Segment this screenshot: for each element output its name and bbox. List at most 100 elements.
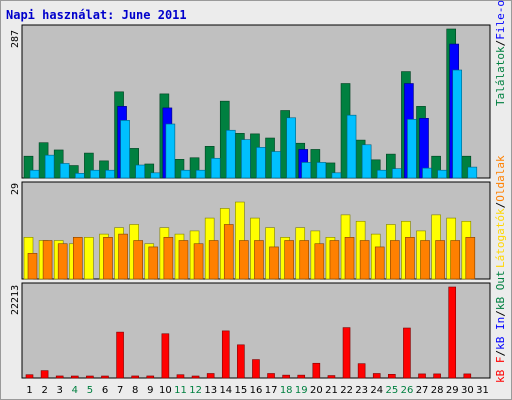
panel2-bar-Oldalak-day-3 (57, 243, 68, 280)
panel3-bar-kB F-day-22 (342, 327, 351, 379)
panel1-bar-Lapok-day-30 (467, 166, 478, 179)
panel1-bar-Lapok-day-6 (105, 169, 115, 179)
panel1-bar-Lapok-day-4 (74, 173, 85, 179)
panel3-bar-kB F-day-23 (357, 363, 366, 379)
panel3-bar-kB F-day-14 (221, 330, 230, 379)
x-tick-label-day-28: 28 (431, 385, 444, 396)
panel3-bar-kB F-day-8 (131, 375, 139, 379)
x-tick-label-day-26: 26 (401, 385, 414, 396)
panel2-bar-Oldalak-day-27 (420, 240, 430, 280)
x-tick-label-day-29: 29 (446, 385, 459, 396)
panel1-bar-Találatok-day-12 (189, 157, 200, 179)
panel2-bar-Oldalak-day-14 (223, 224, 234, 280)
panel1-bar-Lapok-day-19 (301, 162, 312, 179)
panel3-bar-kB F-day-19 (297, 374, 306, 379)
panel3-bar-kB F-day-27 (418, 373, 426, 379)
panel3-bar-kB F-day-4 (70, 375, 79, 379)
panel1-bar-Lapok-day-26 (407, 119, 417, 179)
x-tick-label-day-30: 30 (461, 385, 474, 396)
panel2-bar-Oldalak-day-17 (269, 246, 279, 280)
panel1-bar-Lapok-day-1 (29, 169, 40, 179)
x-tick-label-day-10: 10 (159, 385, 172, 396)
x-tick-label-day-18: 18 (280, 385, 293, 396)
panel3-bar-kB F-day-9 (146, 375, 155, 379)
panel3-bar-kB F-day-13 (206, 373, 215, 379)
panel2-bar-Látogatók-day-5 (84, 237, 94, 280)
panel2-bar-Oldalak-day-30 (465, 237, 476, 280)
panel2-bar-Oldalak-day-25 (390, 240, 400, 280)
panel1-bar-Lapok-day-9 (150, 172, 161, 179)
x-tick-label-day-17: 17 (265, 385, 278, 396)
panel2-bar-Oldalak-day-18 (284, 240, 294, 280)
panel1-bar-Lapok-day-23 (361, 144, 372, 179)
x-tick-label-day-23: 23 (355, 385, 368, 396)
panel3-bar-kB F-day-6 (101, 375, 109, 379)
panel1-bar-Lapok-day-16 (256, 147, 266, 179)
panel1-bar-Lapok-day-14 (225, 129, 236, 179)
panel1-bar-Lapok-day-28 (437, 169, 447, 179)
panel2-bar-Oldalak-day-29 (450, 240, 461, 280)
panel1-bar-Lapok-day-29 (452, 69, 463, 179)
x-tick-label-day-25: 25 (386, 385, 399, 396)
x-tick-label-day-14: 14 (219, 385, 232, 396)
panel1-bar-Lapok-day-10 (165, 123, 176, 179)
x-tick-label-day-15: 15 (235, 385, 248, 396)
panel1-bar-Lapok-day-25 (392, 168, 402, 179)
panel3-bar-kB F-day-17 (267, 373, 275, 379)
panel3-bar-kB F-day-18 (282, 374, 290, 379)
panel2-bar-Oldalak-day-21 (329, 240, 340, 280)
x-tick-label-day-11: 11 (174, 385, 187, 396)
panel3-bar-kB F-day-1 (25, 374, 34, 379)
panel1-bar-Lapok-day-5 (90, 169, 100, 179)
panel3-bar-kB F-day-2 (40, 370, 49, 379)
panel3-bar-kB F-day-29 (448, 286, 457, 379)
x-tick-label-day-12: 12 (189, 385, 202, 396)
x-tick-label-day-16: 16 (250, 385, 263, 396)
x-tick-label-day-9: 9 (147, 385, 153, 396)
x-tick-label-day-8: 8 (132, 385, 138, 396)
panel1-bar-Lapok-day-11 (180, 169, 191, 179)
panel3-bar-kB F-day-5 (86, 375, 94, 379)
panel2-bar-Oldalak-day-6 (103, 237, 113, 280)
panel1-bar-Találatok-day-25 (386, 153, 396, 179)
panel2-bar-Oldalak-day-8 (133, 240, 143, 280)
x-tick-label-day-31: 31 (476, 385, 489, 396)
panel1-bar-Lapok-day-21 (331, 172, 342, 179)
x-tick-label-day-19: 19 (295, 385, 308, 396)
panel1-bar-Lapok-day-24 (376, 169, 387, 179)
x-tick-label-day-27: 27 (416, 385, 429, 396)
panel3-bar-kB F-day-20 (312, 362, 321, 379)
panel2-bar-Oldalak-day-12 (193, 243, 204, 280)
panel2-bar-Oldalak-day-15 (239, 240, 249, 280)
chart-title: Napi használat: June 2011 (6, 8, 187, 22)
panel3-bar-kB F-day-15 (237, 344, 245, 379)
panel1-bar-Találatok-day-5 (84, 152, 94, 179)
panel2-bar-Oldalak-day-9 (148, 246, 159, 280)
x-tick-label-day-21: 21 (325, 385, 338, 396)
panel2-bar-Oldalak-day-22 (344, 237, 355, 280)
x-tick-label-day-7: 7 (117, 385, 123, 396)
panel3-bar-kB F-day-25 (388, 374, 396, 379)
panel3-bar-kB F-day-30 (463, 373, 472, 379)
x-tick-label-day-13: 13 (204, 385, 217, 396)
panel2-bar-Oldalak-day-28 (435, 240, 445, 280)
panel1-bar-Lapok-day-20 (316, 162, 327, 179)
panel3-bar-kB F-day-12 (191, 375, 200, 379)
x-tick-label-day-24: 24 (370, 385, 383, 396)
panel1-bar-Lapok-day-7 (120, 120, 130, 179)
panel2-bar-Oldalak-day-26 (405, 237, 415, 280)
x-tick-label-day-4: 4 (72, 385, 78, 396)
panel2-bar-Oldalak-day-11 (178, 240, 189, 280)
panel1-bar-Találatok-day-1 (23, 155, 34, 179)
panel1-bar-Lapok-day-2 (44, 154, 55, 179)
panel2-bar-Oldalak-day-7 (118, 233, 128, 280)
panel3-bar-kB F-day-26 (403, 327, 411, 379)
panel3-bar-kB F-day-3 (55, 375, 64, 379)
panel2-bar-Oldalak-day-1 (27, 253, 38, 280)
x-tick-label-day-2: 2 (41, 385, 47, 396)
panel2-bar-Oldalak-day-4 (72, 237, 83, 280)
x-tick-label-day-3: 3 (57, 385, 63, 396)
panel1-bar-Találatok-day-28 (431, 155, 441, 179)
panel1-bar-Lapok-day-18 (286, 117, 296, 179)
panel3-bar-kB F-day-11 (176, 374, 185, 379)
